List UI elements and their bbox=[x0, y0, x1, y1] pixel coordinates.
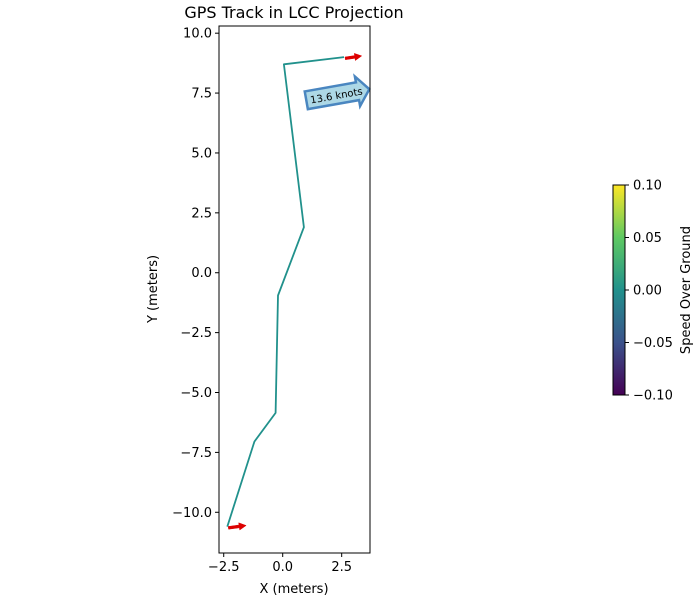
heading-arrow-1 bbox=[344, 53, 363, 61]
x-axis: −2.5 0.0 2.5 bbox=[208, 553, 352, 575]
arrow-layer bbox=[227, 53, 363, 531]
colorbar-tick-label: −0.10 bbox=[633, 389, 673, 404]
y-tick-label: 7.5 bbox=[191, 87, 212, 102]
colorbar-tick-label: 0.00 bbox=[633, 284, 662, 299]
colorbar-tick-label: 0.10 bbox=[633, 179, 662, 194]
x-axis-label: X (meters) bbox=[259, 582, 328, 597]
chart-title: GPS Track in LCC Projection bbox=[184, 3, 403, 22]
colorbar-gradient bbox=[612, 184, 626, 396]
y-tick-label: −5.0 bbox=[180, 386, 212, 401]
annotation-layer: 13.6 knots bbox=[303, 73, 371, 111]
series-layer bbox=[226, 56, 345, 527]
y-tick-label: 2.5 bbox=[191, 206, 212, 221]
y-tick-label: 5.0 bbox=[191, 146, 212, 161]
colorbar-tick-label: 0.05 bbox=[633, 231, 662, 246]
plot-frame bbox=[218, 25, 371, 554]
colorbar: 0.10 0.05 0.00 −0.05 −0.10 Speed Over Ground bbox=[612, 179, 694, 404]
x-tick-label: 2.5 bbox=[331, 560, 352, 575]
colorbar-label: Speed Over Ground bbox=[679, 226, 694, 354]
y-tick-label: −2.5 bbox=[180, 326, 212, 341]
x-tick-label: 0.0 bbox=[272, 560, 293, 575]
y-tick-label: −7.5 bbox=[180, 446, 212, 461]
y-axis: 10.0 7.5 5.0 2.5 0.0 −2.5 −5.0 −7.5 −10.0 bbox=[172, 27, 219, 521]
y-tick-label: 10.0 bbox=[183, 27, 212, 42]
speed-annotation-box bbox=[303, 73, 371, 111]
colorbar-ticks: 0.10 0.05 0.00 −0.05 −0.10 bbox=[625, 179, 673, 404]
colorbar-tick-label: −0.05 bbox=[633, 336, 673, 351]
plot-area: 13.6 knots bbox=[218, 25, 371, 554]
y-tick-label: −10.0 bbox=[172, 506, 212, 521]
x-tick-label: −2.5 bbox=[208, 560, 240, 575]
y-axis-label: Y (meters) bbox=[146, 255, 161, 324]
speed-annotation: 13.6 knots bbox=[303, 73, 371, 111]
heading-arrow-0 bbox=[227, 522, 247, 531]
series-line-0 bbox=[226, 56, 345, 527]
y-tick-label: 0.0 bbox=[191, 266, 212, 281]
